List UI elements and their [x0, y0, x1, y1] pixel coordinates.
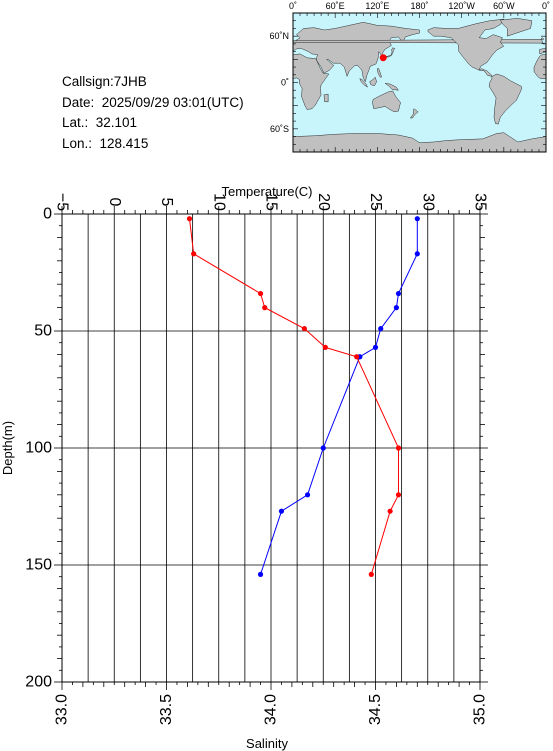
- map-landmass: [499, 18, 533, 37]
- temperature-tick-label: 0: [106, 198, 123, 207]
- depth-tick-label: 0: [43, 206, 52, 223]
- temperature-tick-label: 35: [472, 193, 489, 211]
- series-layer: [186, 216, 420, 577]
- salinity-tick-label: 34.0: [263, 694, 280, 725]
- salinity-data-point: [395, 492, 402, 498]
- map-longitude-label: 120˚W: [448, 1, 475, 11]
- callsign-text: Callsign:7JHB: [62, 74, 147, 89]
- map-landmass: [292, 132, 547, 153]
- salinity-axis-label: Salinity: [246, 736, 288, 751]
- depth-axis-label: Depth(m): [0, 421, 15, 475]
- map-landmass: [323, 93, 329, 103]
- map-landmass: [377, 68, 382, 78]
- temperature-tick-label: 20: [315, 193, 332, 211]
- map-longitude-label: 120˚E: [365, 1, 389, 11]
- temperature-tick-label: 5: [158, 198, 175, 207]
- salinity-data-point: [368, 571, 374, 577]
- temperature-data-point: [393, 305, 399, 311]
- temperature-tick-label: 30: [419, 193, 436, 211]
- map-longitude-label: 60˚W: [493, 1, 515, 11]
- map-landmass: [384, 83, 399, 91]
- map-latitude-label: 0˚: [281, 78, 289, 88]
- map-landmass: [383, 47, 396, 60]
- salinity-tick-label: 34.5: [367, 694, 384, 725]
- salinity-tick-label: 35.0: [472, 694, 489, 725]
- temperature-tick-label: 10: [210, 193, 227, 211]
- map-landmass: [478, 68, 493, 77]
- depth-tick-label: 50: [34, 323, 52, 340]
- map-landmass: [359, 78, 368, 88]
- salinity-tick-label: 33.5: [158, 694, 175, 725]
- depth-tick-label: 150: [25, 557, 52, 574]
- salinity-data-point: [322, 344, 328, 350]
- salinity-data-point: [186, 216, 193, 222]
- depth-tick-label: 200: [25, 674, 52, 691]
- temperature-tick-label: 15: [263, 193, 280, 211]
- plot-frame: [61, 213, 481, 683]
- map-landmass: [369, 76, 377, 86]
- salinity-data-point: [257, 290, 264, 297]
- map-landmass: [409, 108, 419, 119]
- map-longitude-label: 0˚: [542, 1, 550, 11]
- temperature-data-point: [414, 216, 420, 222]
- temperature-data-point: [257, 571, 264, 577]
- salinity-data-point: [354, 354, 360, 360]
- map-landmass: [292, 53, 330, 110]
- salinity-data-point: [191, 251, 197, 257]
- station-marker: [379, 54, 387, 62]
- temperature-data-point: [372, 344, 379, 350]
- salinity-tick-label: 33.0: [54, 694, 71, 725]
- map-latitude-label: 60˚N: [269, 31, 289, 41]
- temperature-data-point: [414, 251, 420, 257]
- station-info: Callsign:7JHB Date: 2025/09/29 03:01(UTC…: [62, 72, 244, 154]
- temperature-data-point: [395, 290, 402, 297]
- map-land: [292, 18, 547, 153]
- depth-tick-label: 100: [25, 440, 52, 457]
- map-longitude-label: 0˚: [289, 1, 297, 11]
- map-landmass: [488, 73, 522, 125]
- map-landmass: [427, 18, 505, 71]
- map-labels: 0˚ 60˚E 120˚E 180˚ 120˚W 60˚W 0˚ 60˚N 0˚ 60˚S: [269, 1, 550, 134]
- temperature-data-point: [378, 326, 384, 332]
- plot-grid: [61, 214, 481, 682]
- salinity-data-point: [395, 445, 402, 451]
- map-longitude-label: 60˚E: [326, 1, 345, 11]
- world-map: 0˚ 60˚E 120˚E 180˚ 120˚W 60˚W 0˚ 60˚N 0˚ 60˚S: [269, 1, 550, 153]
- temperature-data-point: [278, 508, 285, 514]
- temperature-data-point: [304, 492, 311, 498]
- map-landmass: [533, 54, 547, 79]
- temperature-tick-label: 25: [367, 193, 384, 211]
- map-landmass: [292, 22, 420, 83]
- salinity-data-point: [301, 326, 308, 332]
- salinity-data-point: [387, 508, 393, 514]
- map-frame: [292, 12, 547, 153]
- map-landmass: [372, 90, 401, 113]
- temperature-axis-label: Temperature(C): [221, 184, 312, 199]
- temperature-tick-label: −5: [54, 193, 71, 211]
- latitude-text: Lat.: 32.101: [62, 115, 138, 130]
- longitude-text: Lon.: 128.415: [62, 135, 149, 151]
- temperature-data-point: [320, 445, 326, 451]
- date-text: Date: 2025/09/29 03:01(UTC): [62, 94, 244, 110]
- map-longitude-label: 180˚: [410, 1, 428, 11]
- salinity-data-point: [262, 305, 268, 311]
- map-latitude-label: 60˚S: [270, 124, 289, 134]
